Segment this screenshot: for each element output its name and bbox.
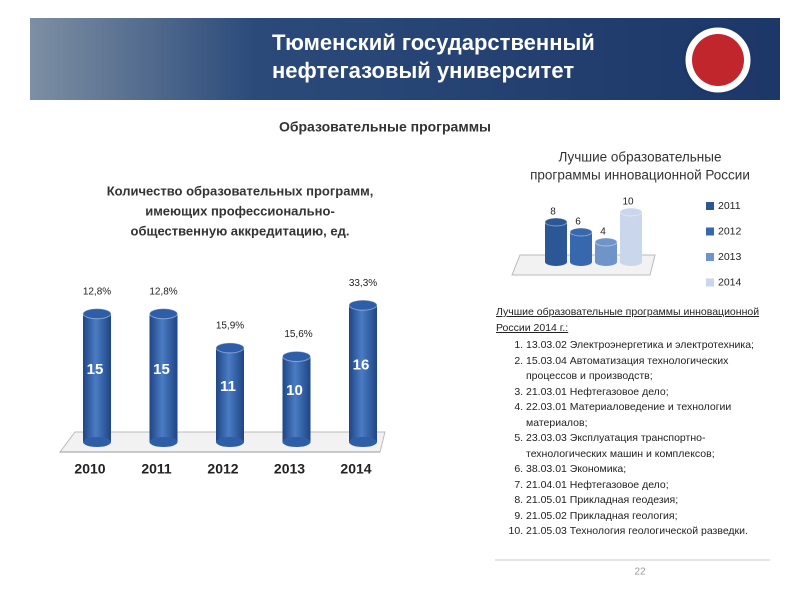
bar-top	[594, 237, 618, 247]
bar	[544, 217, 568, 266]
value-label: 15	[87, 361, 104, 378]
legend-swatch	[706, 202, 714, 210]
bar-base	[83, 436, 111, 448]
logo-inner	[692, 34, 744, 86]
bar-base	[149, 436, 178, 448]
chart-title: программы инновационной России	[530, 168, 750, 183]
bar-body	[83, 313, 111, 442]
bar-body	[216, 347, 244, 442]
value-label: 10	[622, 197, 634, 208]
bar-base	[570, 258, 592, 266]
share-label: 12,8%	[149, 286, 177, 297]
legend-swatch	[706, 278, 714, 287]
list-item: 22.03.01 Материаловедение и технологии м…	[526, 400, 778, 431]
page-number: 22	[634, 567, 646, 578]
list-item: 38.03.01 Экономика;	[526, 462, 778, 478]
bar-base	[595, 258, 617, 266]
share-label: 15,6%	[284, 329, 312, 340]
header-band	[30, 18, 780, 100]
value-label: 8	[550, 207, 556, 218]
legend-label: 2011	[718, 200, 741, 212]
bar-body	[620, 212, 642, 262]
bar-top	[544, 217, 568, 227]
bar-top	[619, 207, 643, 217]
bar-body	[545, 222, 567, 262]
bar	[619, 207, 643, 266]
bar	[569, 227, 593, 266]
list-item: 21.05.03 Технология геологической развед…	[526, 524, 778, 540]
value-label: 15	[153, 361, 170, 378]
chart-title: имеющих профессионально-	[145, 203, 335, 218]
list-item: 21.05.02 Прикладная геология;	[526, 509, 778, 525]
bar-base	[282, 436, 311, 448]
bar-body	[149, 313, 178, 442]
bar-body	[595, 242, 617, 262]
value-label: 6	[575, 217, 581, 228]
list-item: 15.03.04 Автоматизация технологических п…	[526, 354, 778, 385]
list-item: 23.03.03 Эксплуатация транспортно-технол…	[526, 431, 778, 462]
share-label: 15,9%	[216, 321, 244, 332]
header-title: Тюменский государственный	[272, 30, 595, 55]
share-label: 12,8%	[83, 286, 111, 297]
value-label: 10	[286, 382, 303, 399]
share-label: 33,3%	[349, 278, 377, 289]
bar-body	[349, 305, 377, 442]
bar	[594, 237, 618, 266]
value-label: 4	[600, 227, 606, 238]
chart-title: Лучшие образовательные	[559, 150, 722, 165]
bar-base	[216, 436, 244, 448]
bar-top	[82, 308, 112, 320]
legend-label: 2012	[718, 225, 742, 237]
list-item: 21.03.01 Нефтегазовое дело;	[526, 385, 778, 401]
bar	[82, 308, 112, 448]
bar	[149, 308, 178, 448]
bar-base	[349, 436, 377, 448]
list-item: 21.04.01 Нефтегазовое дело;	[526, 478, 778, 494]
heading: Образовательные программы	[279, 119, 491, 135]
bar-base	[620, 258, 642, 266]
header-title: нефтегазовый университет	[272, 58, 574, 83]
chart-title: Количество образовательных программ,	[107, 183, 374, 198]
legend-label: 2013	[718, 251, 742, 263]
chart-title: общественную аккредитацию, ед.	[131, 223, 350, 238]
program-list: Лучшие образовательные программы инновац…	[496, 305, 778, 540]
list-title: Лучшие образовательные программы инновац…	[496, 306, 760, 334]
bar-top	[348, 299, 378, 311]
bar	[282, 350, 311, 448]
x-tick-label: 2013	[274, 461, 305, 477]
bar-top	[282, 350, 311, 362]
bar-top	[215, 342, 245, 354]
bar-body	[570, 232, 592, 262]
x-tick-label: 2011	[141, 461, 172, 477]
bar	[215, 342, 245, 448]
legend-swatch	[706, 227, 714, 236]
x-tick-label: 2014	[340, 461, 371, 477]
bar-body	[282, 356, 311, 442]
list-item: 13.03.02 Электроэнергетика и электротехн…	[526, 338, 778, 354]
legend-label: 2014	[718, 276, 742, 288]
bar-top	[149, 308, 178, 320]
value-label: 16	[353, 357, 370, 374]
bar-top	[569, 227, 593, 237]
value-label: 11	[220, 378, 236, 395]
x-tick-label: 2010	[74, 461, 105, 477]
bar	[348, 299, 378, 448]
bar-base	[545, 258, 567, 266]
x-tick-label: 2012	[207, 461, 238, 477]
list-item: 21.05.01 Прикладная геодезия;	[526, 493, 778, 509]
list-items: 13.03.02 Электроэнергетика и электротехн…	[496, 338, 778, 540]
legend-swatch	[706, 253, 714, 261]
